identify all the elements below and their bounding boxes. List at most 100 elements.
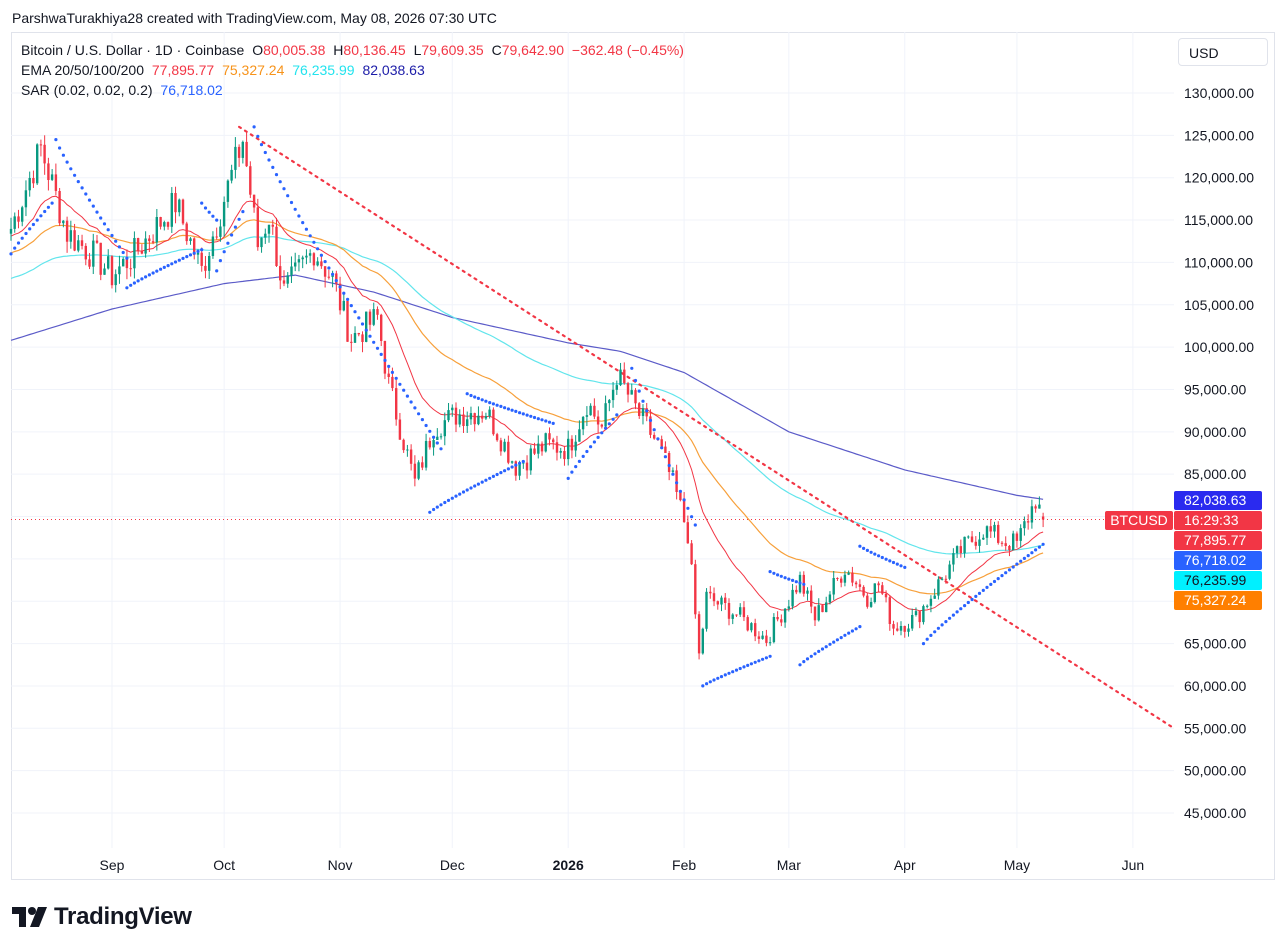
x-axis-tick-label: Apr: [894, 857, 916, 873]
sar-dot: [435, 441, 439, 445]
sar-dot: [607, 422, 611, 426]
symbol-legend: Bitcoin / U.S. Dollar · 1D · Coinbase O8…: [21, 42, 688, 58]
sar-dot: [615, 413, 619, 417]
sar-dot: [503, 406, 507, 410]
sar-dot: [342, 291, 346, 295]
sar-dot: [652, 428, 656, 432]
sar-dot: [648, 418, 653, 422]
sar-title[interactable]: SAR (0.02, 0.02, 0.2): [21, 82, 153, 98]
candle: [9, 228, 13, 234]
candle: [1004, 543, 1007, 546]
sar-dot: [716, 676, 720, 680]
sar-dot: [439, 503, 443, 507]
candle: [234, 146, 237, 170]
sar-dot: [402, 388, 406, 392]
sar-dot: [963, 604, 967, 608]
sar-dot: [506, 467, 510, 471]
sar-dot: [757, 659, 761, 663]
sar-dot: [839, 636, 843, 640]
sar-dot: [46, 205, 51, 209]
sar-dot: [536, 417, 540, 421]
sar-dot: [641, 399, 645, 403]
symbol-title[interactable]: Bitcoin / U.S. Dollar · 1D · Coinbase: [21, 42, 245, 58]
sar-dot: [566, 476, 570, 480]
sar-dot: [476, 482, 480, 486]
sar-dot: [862, 546, 866, 551]
sar-dot: [521, 459, 525, 464]
candle: [813, 606, 817, 621]
currency-button[interactable]: USD: [1178, 38, 1268, 66]
candle: [290, 266, 293, 276]
ema100-line: [10, 235, 1044, 555]
ema50-value: 75,327.24: [222, 62, 285, 78]
sar-dot: [353, 310, 357, 314]
sar-dot: [820, 647, 825, 651]
sar-dot: [690, 515, 694, 519]
chart-panel[interactable]: [11, 32, 1275, 880]
symbol-tag: BTCUSD: [1110, 512, 1168, 528]
candle: [832, 578, 835, 595]
candle: [189, 238, 192, 241]
candle: [978, 539, 981, 546]
candle: [570, 438, 574, 451]
candle: [159, 217, 162, 227]
candle: [623, 369, 626, 384]
sar-dot: [110, 233, 114, 238]
candle: [697, 614, 701, 654]
candle: [705, 591, 708, 629]
tradingview-logo[interactable]: TradingView: [12, 903, 192, 931]
sar-dot: [383, 358, 387, 362]
candle: [219, 226, 222, 237]
candle: [391, 376, 394, 389]
candle: [174, 193, 177, 213]
sar-dot: [282, 187, 286, 191]
candle: [286, 275, 289, 284]
sar-dot: [132, 281, 136, 285]
candle: [896, 628, 899, 631]
sar-dot: [1026, 554, 1030, 558]
candle: [99, 242, 102, 275]
candle: [372, 309, 375, 325]
sar-dot: [488, 476, 492, 480]
candle: [447, 410, 450, 421]
candle: [256, 207, 259, 248]
sar-dot: [215, 269, 219, 273]
sar-dot: [465, 488, 469, 492]
candle: [899, 626, 903, 631]
candle: [574, 441, 577, 451]
candle: [196, 252, 200, 255]
candle: [170, 193, 173, 227]
candle: [817, 605, 820, 621]
price-label-bg: [1174, 491, 1262, 510]
downtrend-line[interactable]: [238, 125, 1176, 730]
sar-dot: [301, 221, 305, 225]
sar-dot: [458, 492, 462, 496]
sar-dot: [888, 559, 892, 563]
candle: [593, 405, 596, 417]
sar-dot: [895, 562, 899, 566]
sar-dot: [465, 392, 469, 396]
candle: [690, 543, 693, 565]
candle: [1008, 546, 1011, 551]
candle: [869, 602, 873, 607]
sar-dot: [469, 486, 473, 490]
candle: [387, 373, 390, 377]
sar-dot: [173, 260, 178, 264]
x-axis-tick-label: Jun: [1122, 857, 1145, 873]
sar-dot: [346, 297, 350, 301]
candle: [241, 141, 244, 158]
sar-dot: [215, 218, 219, 222]
sar-dot: [596, 435, 600, 439]
candle: [507, 441, 510, 463]
sar-dot: [959, 607, 963, 611]
candle: [252, 194, 256, 208]
candle: [368, 311, 372, 325]
sar-dot: [805, 657, 810, 661]
sar-dot: [891, 560, 896, 565]
ema-title[interactable]: EMA 20/50/100/200: [21, 62, 144, 78]
sar-dot: [319, 253, 323, 257]
sar-dot: [529, 414, 533, 418]
sar-dot: [188, 253, 193, 257]
candle: [95, 240, 99, 243]
